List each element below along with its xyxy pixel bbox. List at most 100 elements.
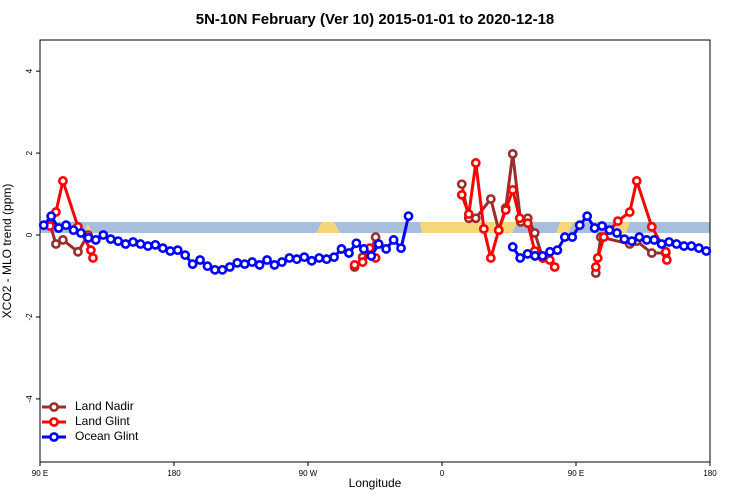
y-axis-label: XCO2 - MLO trend (ppm) <box>0 184 14 319</box>
data-point <box>649 235 660 245</box>
data-point <box>76 228 86 238</box>
data-point <box>507 242 518 252</box>
data-point <box>456 189 467 200</box>
data-point <box>269 260 280 270</box>
data-point <box>373 239 384 249</box>
data-point <box>38 220 49 231</box>
data-point <box>515 253 526 263</box>
data-point <box>522 248 533 259</box>
y-tick-label: -2 <box>25 313 34 321</box>
data-point <box>68 225 79 236</box>
data-point <box>530 251 540 261</box>
legend-marker <box>49 432 59 442</box>
data-point <box>306 255 317 266</box>
data-point <box>381 244 392 254</box>
legend-marker <box>49 417 59 427</box>
data-point <box>46 211 57 222</box>
data-point <box>522 218 533 229</box>
data-point <box>664 237 674 247</box>
data-point <box>661 255 672 265</box>
data-point <box>626 236 637 247</box>
x-tick-label: 0 <box>440 469 445 478</box>
data-point <box>217 264 228 275</box>
data-point <box>612 228 622 238</box>
data-point <box>470 158 481 168</box>
data-point <box>656 239 667 249</box>
data-point <box>172 245 183 256</box>
data-point <box>351 238 362 249</box>
data-point <box>507 148 518 159</box>
data-point <box>239 259 250 270</box>
data-point <box>470 213 481 224</box>
legend-label: Ocean Glint <box>75 429 139 443</box>
data-point <box>552 245 563 256</box>
data-point <box>485 253 496 263</box>
data-point <box>232 257 243 268</box>
data-point <box>582 211 593 222</box>
data-point <box>589 223 600 233</box>
data-point <box>537 251 548 261</box>
data-point <box>597 221 607 231</box>
chart-title: 5N-10N February (Ver 10) 2015-01-01 to 2… <box>196 11 555 28</box>
data-point <box>463 209 474 220</box>
data-point <box>478 223 489 234</box>
data-point <box>660 246 671 257</box>
data-point <box>619 234 630 245</box>
data-point <box>86 245 96 256</box>
data-point <box>485 194 496 204</box>
data-point <box>224 262 235 272</box>
data-point <box>549 262 560 272</box>
data-point <box>90 235 101 245</box>
surface-band <box>40 222 710 233</box>
data-point <box>254 260 265 270</box>
data-point <box>641 235 652 245</box>
data-point <box>53 223 64 233</box>
data-point <box>284 253 295 263</box>
data-point <box>329 252 339 263</box>
data-point <box>671 239 682 249</box>
x-tick-label: 90 W <box>299 469 318 478</box>
data-point <box>143 241 153 251</box>
data-point <box>592 253 603 263</box>
data-point <box>336 244 347 254</box>
data-point <box>590 262 601 272</box>
data-point <box>567 232 578 242</box>
data-point <box>634 232 645 242</box>
data-point <box>321 254 332 265</box>
data-point <box>693 243 704 254</box>
data-point <box>88 253 98 263</box>
data-point <box>51 239 61 249</box>
data-point <box>396 243 406 254</box>
data-point <box>493 225 504 236</box>
data-point <box>559 232 570 242</box>
data-point <box>646 221 657 232</box>
data-point <box>507 185 518 195</box>
data-point <box>150 239 161 250</box>
x-tick-label: 90 E <box>568 469 584 478</box>
data-point <box>247 257 258 267</box>
data-point <box>128 237 138 247</box>
y-tick-label: 0 <box>25 232 34 237</box>
y-tick-label: -4 <box>25 395 34 403</box>
legend-label: Land Nadir <box>75 399 134 413</box>
data-point <box>500 205 511 215</box>
data-point <box>262 255 272 265</box>
legend-marker <box>49 402 59 412</box>
data-point <box>456 179 467 190</box>
series <box>45 158 672 272</box>
y-tick-label: 2 <box>25 150 34 155</box>
data-point <box>545 246 555 257</box>
data-point <box>61 220 71 231</box>
data-point <box>544 255 555 265</box>
data-point <box>58 176 68 186</box>
data-point <box>135 239 146 249</box>
data-point <box>187 259 198 270</box>
data-point <box>624 207 635 217</box>
data-point <box>195 255 205 265</box>
data-point <box>83 232 94 243</box>
legend-label: Land Glint <box>75 414 130 428</box>
data-point <box>514 213 525 224</box>
series-line <box>48 161 669 268</box>
